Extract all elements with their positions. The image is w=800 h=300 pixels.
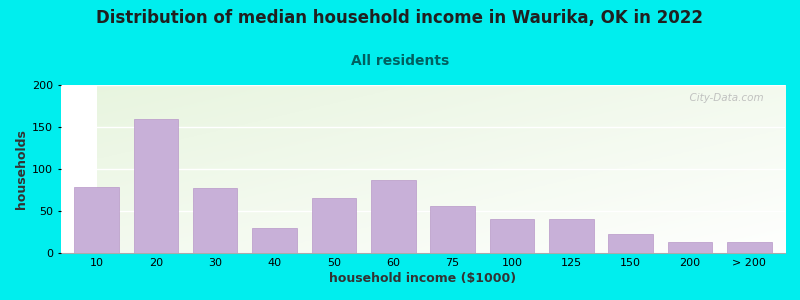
Bar — [371, 180, 415, 253]
Y-axis label: households: households — [15, 129, 28, 209]
Text: Distribution of median household income in Waurika, OK in 2022: Distribution of median household income … — [97, 9, 703, 27]
Bar — [549, 219, 594, 253]
Bar — [490, 219, 534, 253]
Text: All residents: All residents — [351, 54, 449, 68]
Bar — [312, 198, 356, 253]
Bar — [727, 242, 772, 253]
Bar — [668, 242, 712, 253]
Bar — [252, 228, 297, 253]
Bar — [74, 188, 118, 253]
Bar — [134, 118, 178, 253]
Bar — [430, 206, 475, 253]
Text: City-Data.com: City-Data.com — [682, 93, 763, 103]
Bar — [193, 188, 238, 253]
Bar — [609, 235, 653, 253]
X-axis label: household income ($1000): household income ($1000) — [330, 272, 517, 285]
